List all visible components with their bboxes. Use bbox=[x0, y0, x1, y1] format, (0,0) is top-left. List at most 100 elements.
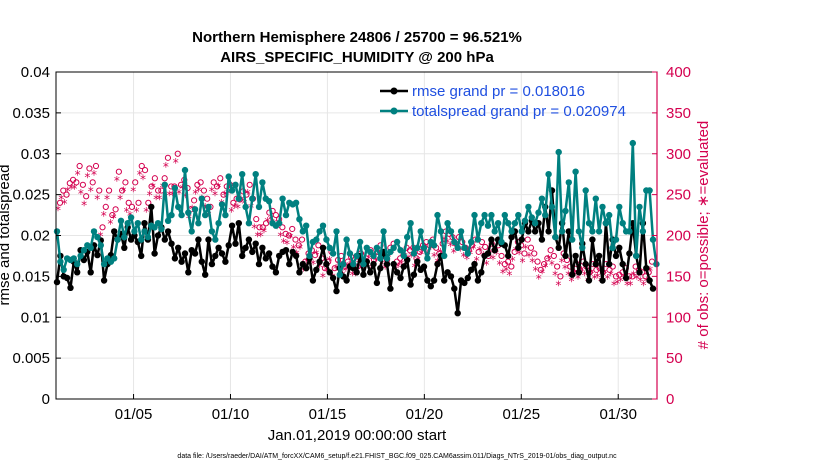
obs-possible-point bbox=[262, 220, 270, 227]
obs-evaluated-point: * bbox=[212, 189, 218, 203]
rmse-point bbox=[451, 285, 458, 292]
totalspread-point bbox=[138, 236, 145, 243]
rmse-point bbox=[63, 274, 71, 282]
obs-evaluated-point: * bbox=[539, 266, 545, 280]
obs-evaluated-point: * bbox=[183, 190, 189, 204]
obs-evaluated-point: * bbox=[516, 247, 522, 261]
totalspread-point bbox=[545, 171, 552, 178]
obs-evaluated-point: * bbox=[591, 272, 597, 286]
obs-evaluated-point: * bbox=[261, 225, 267, 239]
totalspread-point bbox=[181, 166, 189, 174]
obs-evaluated-point: * bbox=[529, 256, 535, 270]
obs-evaluated-point: * bbox=[647, 264, 653, 278]
obs-evaluated-point: * bbox=[582, 269, 588, 283]
totalspread-point bbox=[228, 187, 236, 194]
rmse-point bbox=[474, 277, 482, 284]
obs-evaluated-point: * bbox=[382, 262, 388, 276]
obs-possible-point bbox=[295, 242, 302, 249]
totalspread-point bbox=[299, 228, 306, 235]
rmse-point bbox=[239, 252, 246, 260]
obs-possible-point bbox=[246, 181, 253, 188]
totalspread-point bbox=[249, 195, 256, 202]
totalspread-point bbox=[276, 220, 283, 227]
totalspread-point bbox=[212, 236, 219, 243]
rmse-point bbox=[235, 220, 242, 227]
left-tick-label: 0.005 bbox=[12, 350, 50, 367]
obs-evaluated-point: * bbox=[326, 254, 332, 268]
rmse-point bbox=[387, 285, 394, 292]
totalspread-point bbox=[111, 255, 118, 262]
obs-evaluated-point: * bbox=[575, 272, 581, 286]
obs-evaluated-point: * bbox=[333, 262, 339, 276]
totalspread-point bbox=[579, 244, 586, 251]
totalspread-point bbox=[646, 187, 653, 194]
rmse-point bbox=[464, 274, 471, 282]
rmse-point bbox=[582, 260, 589, 268]
rmse-point bbox=[589, 236, 596, 243]
obs-evaluated-point: * bbox=[552, 269, 558, 283]
totalspread-point bbox=[548, 203, 556, 211]
obs-possible-point bbox=[537, 266, 544, 273]
obs-possible-point bbox=[119, 187, 126, 194]
totalspread-point bbox=[306, 252, 313, 260]
obs-evaluated-point: * bbox=[483, 258, 489, 272]
totalspread-point bbox=[464, 250, 471, 257]
rmse-point bbox=[377, 265, 384, 272]
totalspread-point bbox=[178, 211, 185, 219]
totalspread-point bbox=[569, 236, 576, 243]
obs-evaluated-point: * bbox=[156, 193, 162, 207]
obs-evaluated-point: * bbox=[169, 189, 175, 203]
obs-possible-point bbox=[125, 199, 132, 206]
obs-evaluated-point: * bbox=[353, 269, 359, 283]
totalspread-point bbox=[255, 203, 263, 211]
obs-possible-point bbox=[315, 242, 322, 249]
totalspread-point bbox=[245, 220, 253, 227]
totalspread-point bbox=[471, 211, 478, 219]
obs-evaluated-point: * bbox=[222, 189, 228, 203]
obs-evaluated-point: * bbox=[173, 156, 179, 170]
totalspread-series bbox=[53, 139, 660, 278]
totalspread-point bbox=[252, 171, 259, 178]
obs-possible-point bbox=[508, 263, 515, 270]
obs-evaluated-point: * bbox=[268, 213, 274, 227]
obs-evaluated-point: * bbox=[526, 250, 532, 264]
legend-spread-label: totalspread grand pr = 0.020974 bbox=[412, 103, 626, 120]
totalspread-point bbox=[612, 236, 620, 243]
obs-evaluated-point: * bbox=[297, 242, 303, 256]
totalspread-point bbox=[259, 179, 266, 186]
obs-evaluated-point: * bbox=[310, 257, 316, 271]
left-tick-label: 0.03 bbox=[21, 146, 50, 163]
totalspread-point bbox=[505, 220, 512, 227]
obs-evaluated-point: * bbox=[62, 197, 68, 211]
totalspread-point bbox=[380, 228, 387, 235]
obs-evaluated-point: * bbox=[304, 256, 310, 270]
obs-possible-point bbox=[89, 179, 96, 186]
totalspread-point bbox=[437, 228, 445, 235]
right-tick-label: 350 bbox=[666, 105, 691, 122]
obs-evaluated-point: * bbox=[493, 247, 499, 261]
obs-evaluated-point: * bbox=[431, 250, 437, 264]
totalspread-point bbox=[434, 211, 441, 219]
totalspread-point bbox=[60, 266, 67, 273]
rmse-point bbox=[138, 252, 145, 260]
totalspread-point bbox=[235, 195, 242, 202]
obs-evaluated-point: * bbox=[88, 185, 94, 199]
totalspread-point bbox=[478, 220, 485, 227]
totalspread-point bbox=[134, 220, 141, 227]
totalspread-point bbox=[515, 211, 522, 219]
totalspread-point bbox=[279, 195, 286, 202]
rmse-point bbox=[212, 252, 219, 260]
obs-evaluated-point: * bbox=[313, 247, 319, 261]
left-tick-label: 0.04 bbox=[21, 64, 50, 81]
totalspread-point bbox=[481, 211, 488, 219]
obs-evaluated-point: * bbox=[255, 230, 261, 244]
rmse-point bbox=[171, 255, 179, 262]
rmse-point bbox=[619, 260, 626, 268]
obs-possible-point bbox=[190, 197, 198, 204]
totalspread-point bbox=[74, 260, 81, 268]
rmse-point bbox=[545, 228, 552, 235]
obs-evaluated-point: * bbox=[133, 205, 139, 219]
totalspread-point bbox=[542, 211, 549, 219]
obs-evaluated-point: * bbox=[640, 279, 646, 293]
totalspread-point bbox=[414, 244, 421, 251]
